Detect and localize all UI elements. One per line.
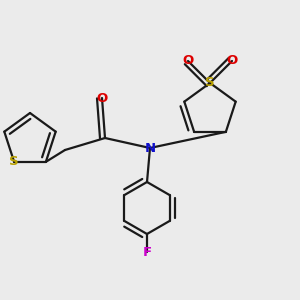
Text: N: N [144, 142, 156, 154]
Text: F: F [142, 245, 152, 259]
Text: O: O [182, 55, 194, 68]
Text: O: O [96, 92, 108, 104]
Text: S: S [205, 76, 215, 89]
Text: S: S [9, 155, 19, 168]
Text: O: O [226, 55, 238, 68]
